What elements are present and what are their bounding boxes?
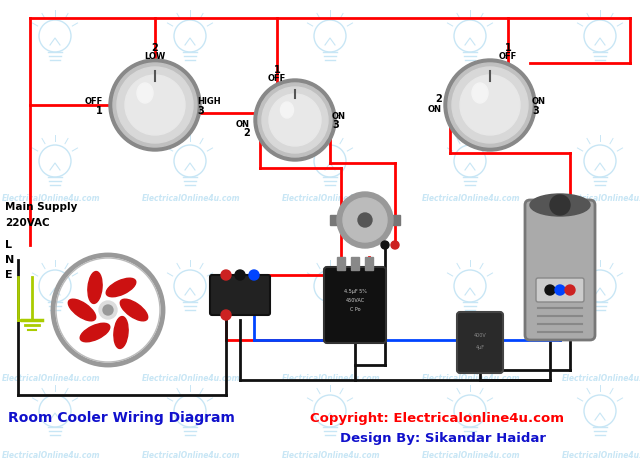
Circle shape [555, 285, 565, 295]
Circle shape [99, 301, 117, 319]
Circle shape [258, 83, 332, 157]
Text: OFF: OFF [268, 74, 286, 83]
Text: ElectricalOnline4u.com: ElectricalOnline4u.com [422, 194, 520, 202]
FancyBboxPatch shape [457, 312, 503, 373]
Text: ON: ON [236, 119, 250, 129]
Text: 1: 1 [96, 106, 103, 116]
Ellipse shape [472, 83, 488, 103]
Text: ON: ON [532, 96, 546, 106]
FancyBboxPatch shape [324, 267, 386, 343]
Text: ElectricalOnline4u.com: ElectricalOnline4u.com [562, 194, 640, 202]
Text: 220VAC: 220VAC [5, 218, 50, 228]
Ellipse shape [114, 317, 128, 349]
Circle shape [343, 198, 387, 242]
Circle shape [249, 270, 259, 280]
FancyBboxPatch shape [525, 200, 595, 340]
Ellipse shape [120, 299, 148, 321]
Circle shape [262, 87, 328, 153]
Text: 3: 3 [197, 106, 204, 116]
Text: 400V: 400V [474, 333, 486, 338]
Text: ElectricalOnline4u.com: ElectricalOnline4u.com [422, 450, 520, 460]
Text: Room Cooler Wiring Diagram: Room Cooler Wiring Diagram [8, 411, 235, 425]
Text: OFF: OFF [84, 96, 103, 106]
Text: C Po: C Po [349, 307, 360, 312]
Ellipse shape [106, 278, 136, 297]
Text: ON: ON [428, 105, 442, 113]
Circle shape [235, 270, 245, 280]
Circle shape [460, 75, 520, 135]
Text: ElectricalOnline4u.com: ElectricalOnline4u.com [2, 373, 100, 383]
Circle shape [103, 305, 113, 315]
Text: Main Supply: Main Supply [5, 202, 77, 212]
Circle shape [254, 79, 336, 161]
Circle shape [381, 241, 389, 249]
Bar [337, 257, 345, 270]
Bar [330, 215, 339, 225]
Circle shape [452, 67, 528, 143]
Text: ElectricalOnline4u.com: ElectricalOnline4u.com [142, 373, 241, 383]
Text: Design By: Sikandar Haidar: Design By: Sikandar Haidar [340, 431, 546, 444]
Text: Copyright: Electricalonline4u.com: Copyright: Electricalonline4u.com [310, 412, 564, 425]
Text: N: N [5, 255, 14, 265]
Ellipse shape [80, 323, 110, 342]
Text: ElectricalOnline4u.com: ElectricalOnline4u.com [142, 194, 241, 202]
FancyBboxPatch shape [536, 278, 584, 302]
Circle shape [337, 192, 393, 248]
Text: 1: 1 [504, 43, 511, 53]
Bar [391, 215, 400, 225]
Circle shape [109, 59, 201, 151]
Circle shape [565, 285, 575, 295]
Text: LOW: LOW [145, 52, 166, 61]
Text: ElectricalOnline4u.com: ElectricalOnline4u.com [562, 373, 640, 383]
Circle shape [391, 241, 399, 249]
Text: 2: 2 [435, 94, 442, 104]
Circle shape [117, 67, 193, 143]
Text: ElectricalOnline4u.com: ElectricalOnline4u.com [282, 450, 381, 460]
Bar [365, 257, 373, 270]
Text: 2: 2 [152, 43, 158, 53]
Circle shape [444, 59, 536, 151]
Circle shape [550, 195, 570, 215]
Ellipse shape [88, 272, 102, 303]
Circle shape [125, 75, 185, 135]
Text: ElectricalOnline4u.com: ElectricalOnline4u.com [422, 373, 520, 383]
Ellipse shape [137, 83, 153, 103]
Text: E: E [5, 270, 13, 280]
Text: ElectricalOnline4u.com: ElectricalOnline4u.com [2, 194, 100, 202]
Text: 4μF: 4μF [476, 345, 484, 350]
Circle shape [269, 94, 321, 146]
Text: 3: 3 [532, 106, 539, 116]
Circle shape [545, 285, 555, 295]
Text: ElectricalOnline4u.com: ElectricalOnline4u.com [142, 450, 241, 460]
Circle shape [113, 63, 197, 147]
Circle shape [358, 213, 372, 227]
Text: ElectricalOnline4u.com: ElectricalOnline4u.com [562, 450, 640, 460]
Text: L: L [5, 240, 12, 250]
Text: ElectricalOnline4u.com: ElectricalOnline4u.com [282, 194, 381, 202]
Text: OFF: OFF [499, 52, 517, 61]
Circle shape [221, 270, 231, 280]
FancyBboxPatch shape [210, 275, 270, 315]
Text: 2: 2 [243, 128, 250, 138]
Text: 4.5μF 5%: 4.5μF 5% [344, 289, 367, 294]
Text: ElectricalOnline4u.com: ElectricalOnline4u.com [2, 450, 100, 460]
Circle shape [448, 63, 532, 147]
Bar [351, 257, 359, 270]
Text: ElectricalOnline4u.com: ElectricalOnline4u.com [282, 373, 381, 383]
Text: HIGH: HIGH [197, 96, 221, 106]
Circle shape [221, 310, 231, 320]
Ellipse shape [68, 299, 96, 321]
Text: 3: 3 [332, 120, 339, 130]
Ellipse shape [530, 194, 590, 216]
Text: 1: 1 [274, 65, 280, 75]
Ellipse shape [280, 102, 294, 118]
Text: ON: ON [332, 112, 346, 120]
Text: 450VAC: 450VAC [346, 298, 365, 303]
